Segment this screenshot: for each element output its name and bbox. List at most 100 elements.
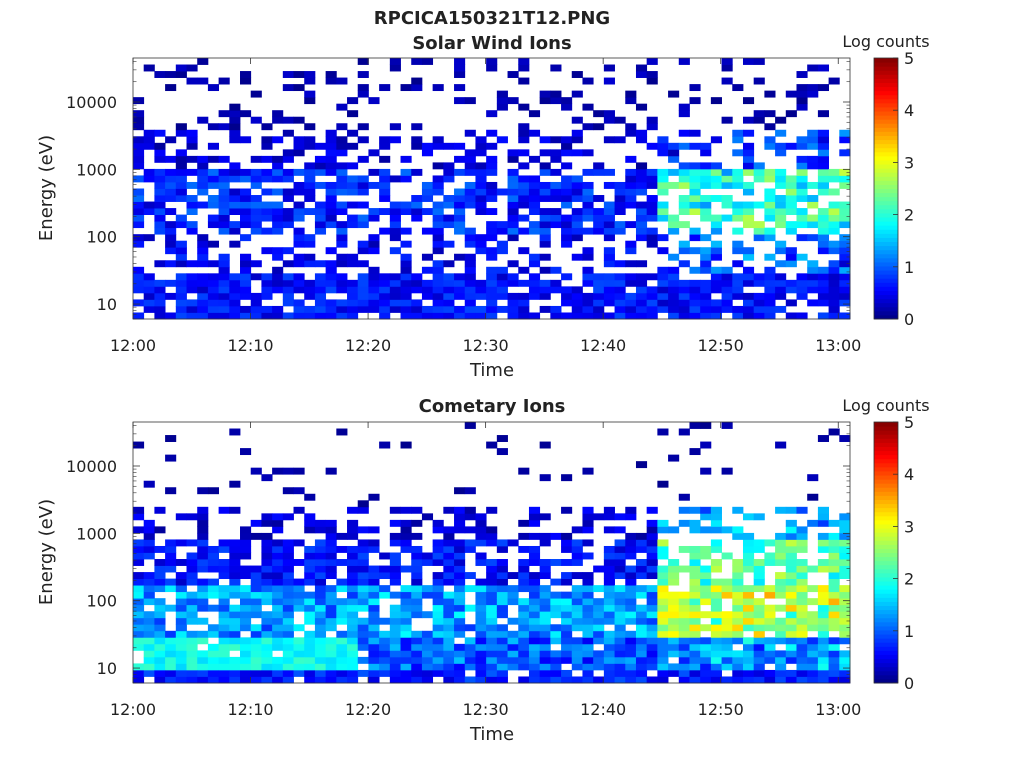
heatmap-cell bbox=[625, 552, 637, 560]
heatmap-cell bbox=[411, 84, 423, 92]
heatmap-cell bbox=[528, 273, 541, 281]
heatmap-cell bbox=[528, 519, 541, 527]
heatmap-cell bbox=[700, 247, 712, 255]
heatmap-cell bbox=[133, 513, 145, 521]
heatmap-cell bbox=[175, 604, 187, 612]
heatmap-cell bbox=[475, 195, 487, 202]
heatmap-cell bbox=[700, 422, 712, 429]
heatmap-cell bbox=[368, 585, 380, 593]
heatmap-cell bbox=[432, 545, 444, 553]
heatmap-cell bbox=[368, 286, 380, 294]
colorbar-swatch bbox=[874, 601, 898, 607]
heatmap-cell bbox=[539, 221, 551, 229]
heatmap-cell bbox=[839, 435, 851, 442]
heatmap-cell bbox=[336, 305, 348, 313]
heatmap-cell bbox=[272, 552, 284, 560]
heatmap-cell bbox=[700, 572, 712, 580]
heatmap-cell bbox=[229, 506, 241, 514]
heatmap-cell bbox=[678, 604, 690, 612]
heatmap-cell bbox=[454, 663, 466, 671]
heatmap-cell bbox=[186, 181, 198, 189]
colorbar-swatch bbox=[874, 208, 898, 214]
heatmap-cell bbox=[657, 663, 669, 671]
heatmap-cell bbox=[197, 532, 209, 540]
heatmap-cell bbox=[710, 136, 722, 144]
heatmap-cell bbox=[143, 292, 155, 300]
heatmap-cell bbox=[539, 572, 551, 580]
heatmap-cell bbox=[347, 656, 359, 664]
heatmap-cell bbox=[764, 136, 776, 144]
heatmap-cell bbox=[293, 149, 305, 157]
colorbar-swatch bbox=[874, 233, 898, 238]
heatmap-cell bbox=[753, 643, 765, 651]
heatmap-cell bbox=[432, 611, 444, 619]
heatmap-cell bbox=[379, 168, 391, 176]
heatmap-cell bbox=[432, 181, 444, 189]
heatmap-cell bbox=[133, 149, 145, 157]
heatmap-cell bbox=[432, 572, 444, 580]
heatmap-cell bbox=[282, 221, 294, 229]
heatmap-cell bbox=[528, 545, 541, 553]
heatmap-cell bbox=[218, 585, 230, 593]
heatmap-cell bbox=[464, 188, 476, 196]
heatmap-cell bbox=[464, 273, 476, 281]
heatmap-cell bbox=[603, 136, 615, 144]
heatmap-cell bbox=[625, 585, 637, 593]
heatmap-cell bbox=[753, 650, 765, 658]
heatmap-cell bbox=[635, 234, 648, 242]
heatmap-cell bbox=[721, 195, 733, 202]
heatmap-cell bbox=[785, 643, 797, 651]
heatmap-cell bbox=[486, 162, 498, 170]
heatmap-cell bbox=[293, 201, 305, 209]
heatmap-cell bbox=[175, 149, 187, 157]
heatmap-cell bbox=[550, 136, 562, 144]
heatmap-cell bbox=[368, 214, 380, 222]
heatmap-cell bbox=[250, 519, 262, 527]
heatmap-cell bbox=[710, 162, 722, 170]
heatmap-cell bbox=[229, 617, 241, 625]
heatmap-cell bbox=[539, 532, 551, 540]
heatmap-cell bbox=[689, 422, 701, 429]
heatmap-cell bbox=[764, 292, 776, 300]
heatmap-cell bbox=[207, 650, 220, 658]
heatmap-cell bbox=[550, 266, 562, 274]
heatmap-cell bbox=[389, 611, 401, 619]
heatmap-cell bbox=[314, 227, 327, 235]
heatmap-cell bbox=[379, 195, 391, 202]
heatmap-cell bbox=[175, 650, 187, 658]
heatmap-cell bbox=[400, 84, 412, 92]
heatmap-cell bbox=[657, 214, 669, 222]
heatmap-cell bbox=[657, 149, 669, 157]
heatmap-cell bbox=[304, 279, 316, 287]
heatmap-cell bbox=[175, 195, 187, 202]
colorbar-swatch bbox=[874, 196, 898, 202]
heatmap-cell bbox=[336, 598, 348, 606]
colorbar-swatch bbox=[874, 548, 898, 553]
heatmap-cell bbox=[314, 279, 327, 287]
colorbar-swatch bbox=[874, 115, 898, 120]
heatmap-cell bbox=[250, 292, 262, 300]
heatmap-cell bbox=[389, 663, 401, 671]
heatmap-cell bbox=[625, 188, 637, 196]
heatmap-cell bbox=[464, 97, 476, 105]
heatmap-cell bbox=[379, 227, 391, 235]
heatmap-cell bbox=[550, 221, 562, 229]
colorbar-tick-label: 0 bbox=[904, 674, 914, 693]
heatmap-cell bbox=[143, 624, 155, 632]
heatmap-cell bbox=[207, 84, 220, 92]
heatmap-cell bbox=[175, 71, 187, 78]
heatmap-cell bbox=[400, 208, 412, 215]
heatmap-cell bbox=[775, 129, 787, 137]
heatmap-cell bbox=[753, 175, 765, 183]
heatmap-cell bbox=[229, 656, 241, 664]
heatmap-cell bbox=[571, 116, 583, 124]
heatmap-cell bbox=[143, 64, 155, 72]
heatmap-cell bbox=[133, 266, 145, 274]
heatmap-cell bbox=[186, 611, 198, 619]
heatmap-cell bbox=[742, 598, 755, 606]
heatmap-cell bbox=[282, 175, 294, 183]
heatmap-cell bbox=[240, 234, 252, 242]
heatmap-cell bbox=[561, 286, 573, 294]
heatmap-cell bbox=[293, 116, 305, 124]
heatmap-cell bbox=[528, 669, 541, 677]
